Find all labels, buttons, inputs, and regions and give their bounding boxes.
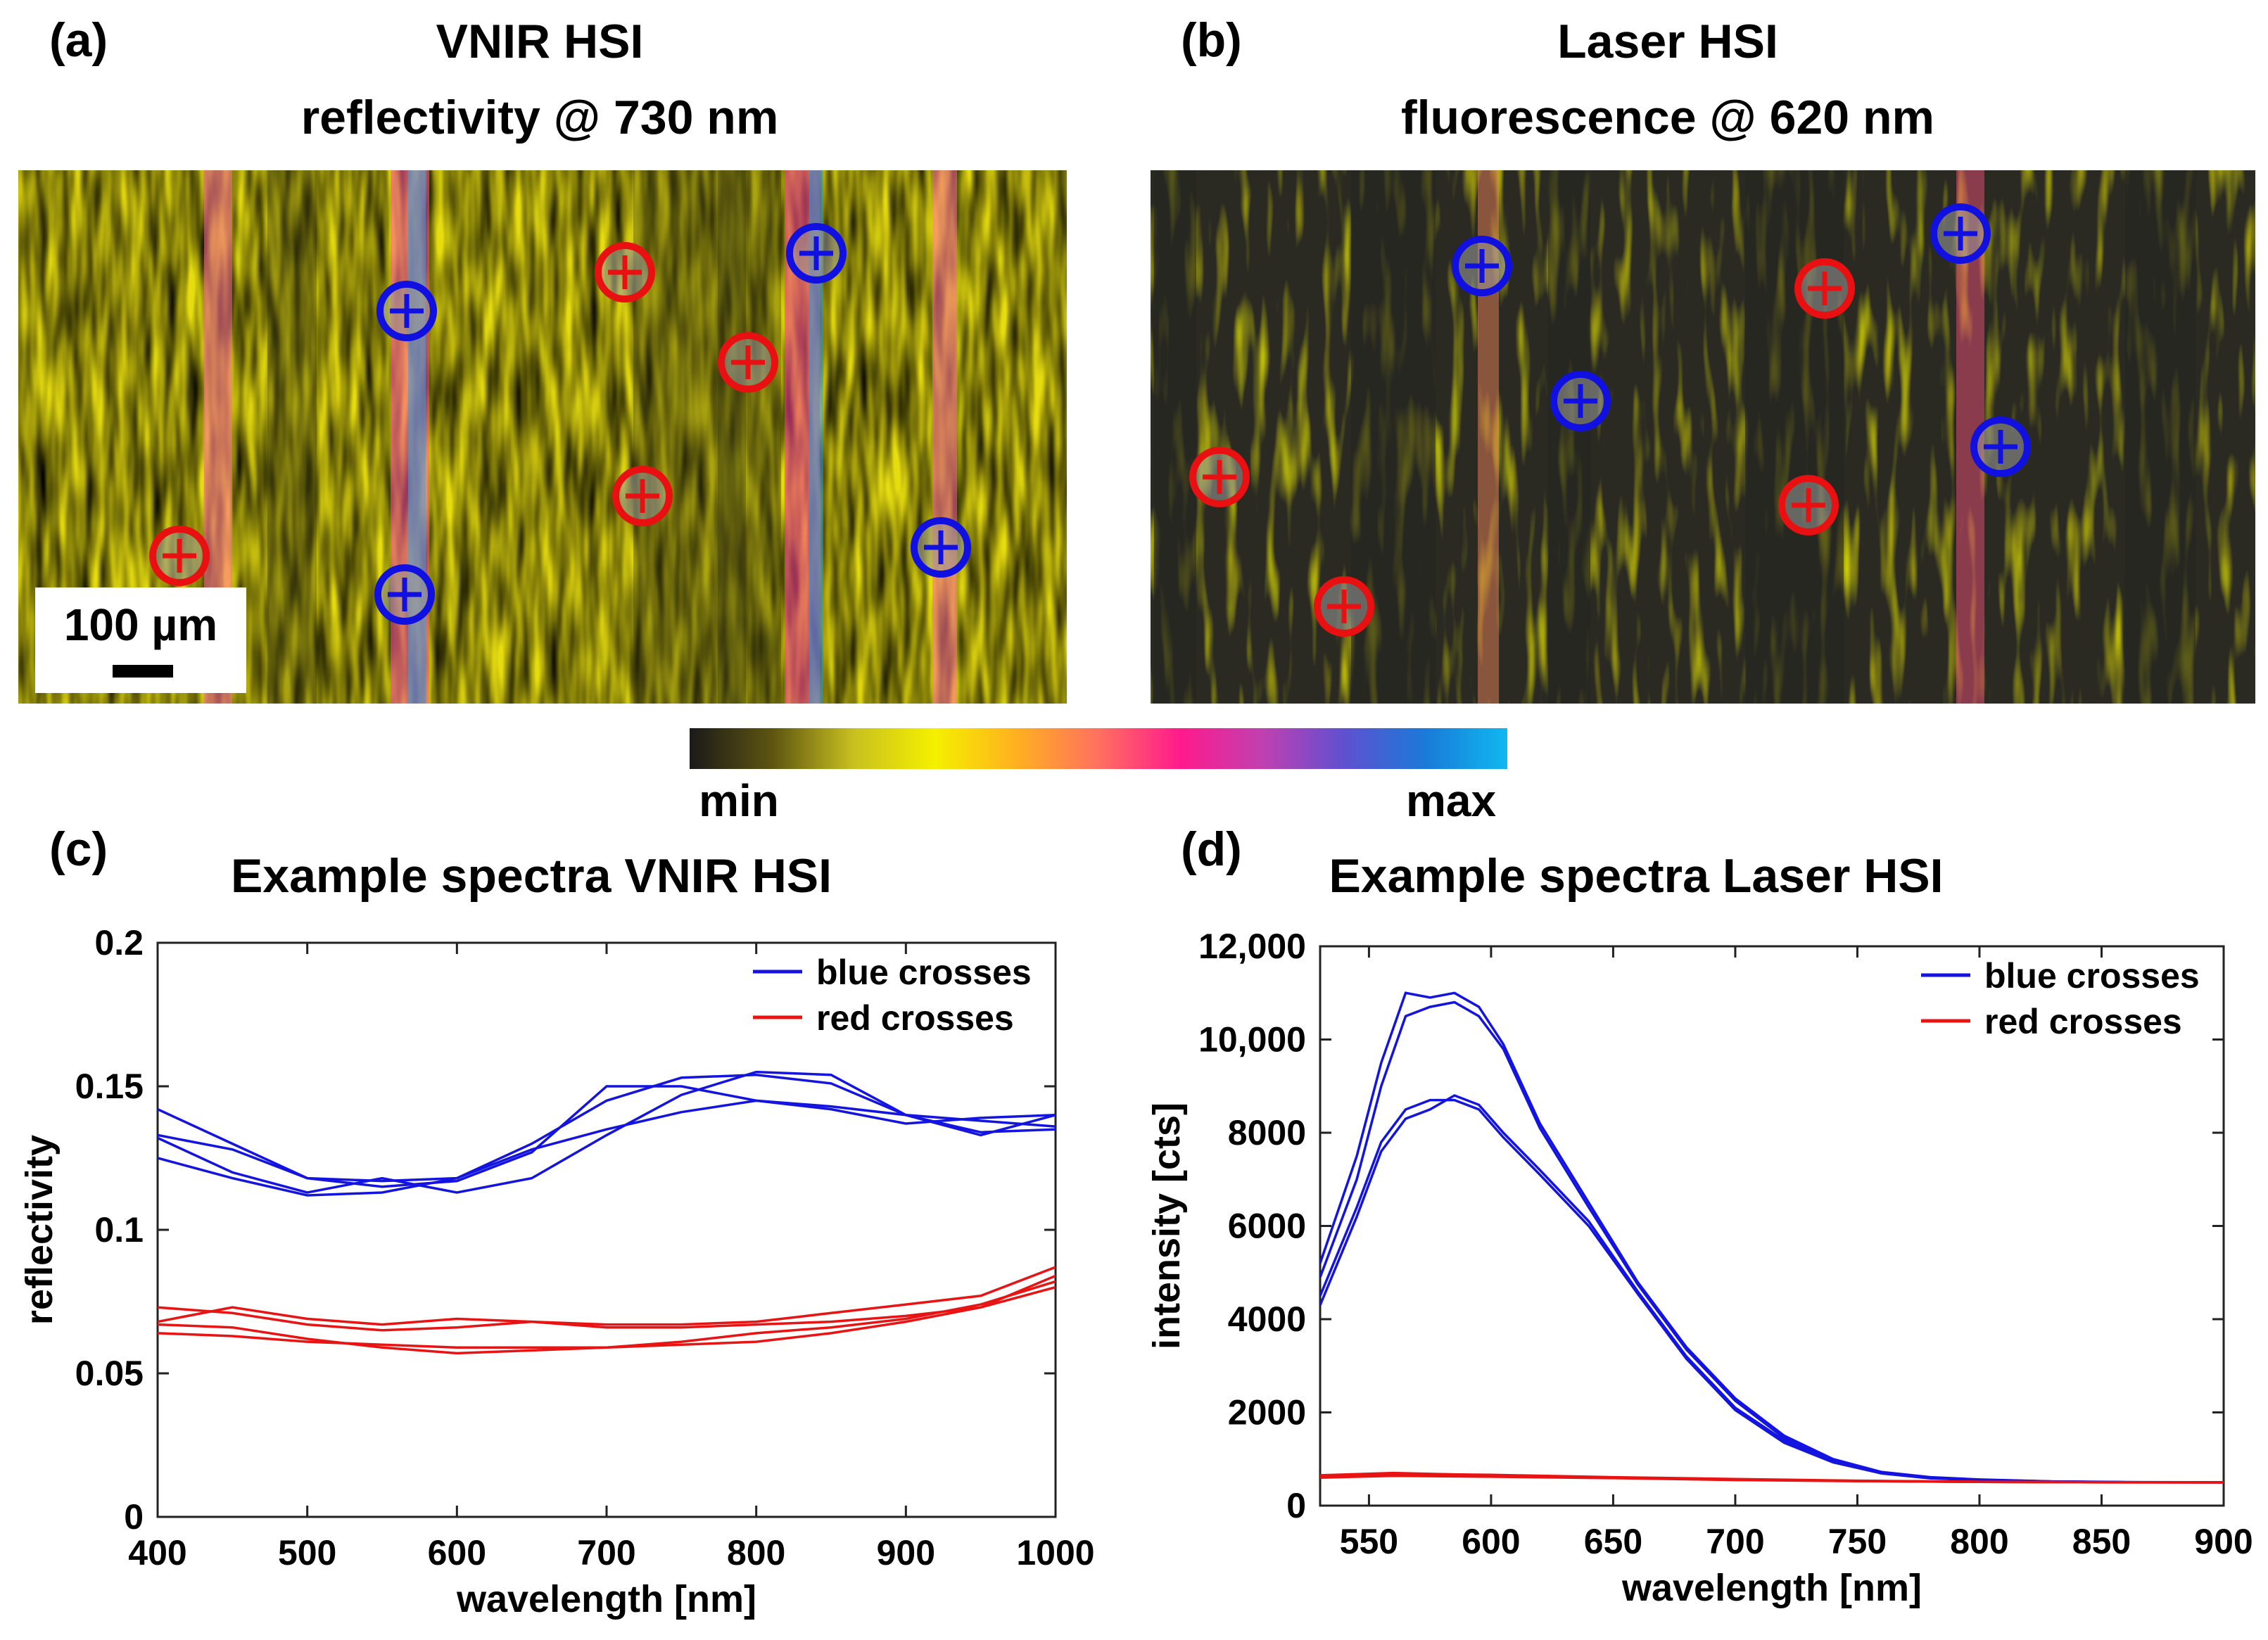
- y-tick-label: 0.2: [94, 923, 144, 962]
- x-tick-label: 550: [1340, 1522, 1398, 1561]
- heatmap-b: [1151, 170, 2255, 704]
- x-tick-label: 700: [577, 1533, 635, 1572]
- blue-cross-marker: [1452, 236, 1512, 296]
- blue-cross-marker: [911, 517, 971, 578]
- y-tick-label: 10,000: [1198, 1020, 1306, 1060]
- legend-label: blue crosses: [1984, 956, 2200, 996]
- heatmap-b-dark-band: [2125, 170, 2196, 704]
- y-tick-label: 0.05: [75, 1354, 144, 1393]
- y-tick-label: 4000: [1228, 1299, 1306, 1339]
- blue-cross-marker: [1550, 371, 1611, 431]
- y-tick-label: 6000: [1228, 1207, 1306, 1246]
- colorbar-gradient: [690, 728, 1507, 769]
- colorbar-max-label: max: [1406, 775, 1497, 826]
- red-cross-marker: [1794, 258, 1855, 319]
- colorbar: min max: [690, 728, 1507, 826]
- x-tick-label: 800: [1950, 1522, 2008, 1561]
- x-tick-label: 800: [727, 1533, 785, 1572]
- plot-area: [1319, 945, 2225, 1507]
- y-tick-label: 2000: [1228, 1393, 1306, 1432]
- y-axis-label: reflectivity: [18, 1135, 61, 1325]
- blue-cross-marker: [1930, 203, 1991, 264]
- blue-cross-marker: [1970, 417, 2031, 477]
- panel-c-label: (c): [49, 822, 108, 876]
- x-axis-label: wavelength [nm]: [1621, 1567, 1922, 1609]
- heatmap-b-dark-band: [1154, 170, 1196, 704]
- heatmap-a-band: [932, 170, 957, 704]
- y-tick-label: 12,000: [1198, 927, 1306, 966]
- scale-bar: 100 µm: [35, 587, 246, 693]
- heatmap-a-dark-band: [718, 170, 781, 704]
- y-tick-label: 0: [1286, 1486, 1306, 1525]
- legend-label: red crosses: [816, 998, 1014, 1038]
- red-cross-marker: [1314, 576, 1374, 637]
- x-tick-label: 850: [2072, 1522, 2131, 1561]
- panel-a-title-line2: reflectivity @ 730 nm: [301, 91, 779, 144]
- series-line: [1320, 1473, 2224, 1484]
- red-cross-marker: [718, 332, 778, 393]
- series-line: [158, 1274, 1056, 1329]
- y-tick-label: 0.15: [75, 1067, 144, 1106]
- y-tick-label: 8000: [1228, 1113, 1306, 1152]
- series-line: [158, 1070, 1056, 1194]
- panel-c-title: Example spectra VNIR HSI: [231, 849, 832, 903]
- red-cross-marker: [612, 466, 673, 526]
- red-cross-marker: [1189, 447, 1250, 507]
- series-line: [158, 1099, 1056, 1197]
- scale-bar-label: 100 µm: [64, 599, 217, 650]
- panel-a-title-line1: VNIR HSI: [436, 15, 644, 68]
- x-tick-label: 600: [1462, 1522, 1520, 1561]
- panel-b-title-line1: Laser HSI: [1557, 15, 1778, 68]
- panel-a-label: (a): [49, 13, 108, 67]
- x-tick-label: 500: [278, 1533, 336, 1572]
- series-line: [1320, 1098, 2224, 1484]
- series-line: [158, 1266, 1056, 1332]
- panel-b-title-line2: fluorescence @ 620 nm: [1401, 91, 1934, 144]
- panel-b: (b) Laser HSI fluorescence @ 620 nm: [1151, 13, 2255, 704]
- y-tick-label: 0.1: [94, 1210, 144, 1250]
- red-cross-marker: [1778, 475, 1839, 535]
- x-tick-label: 1000: [1016, 1533, 1094, 1572]
- x-tick-label: 900: [877, 1533, 935, 1572]
- x-tick-label: 900: [2194, 1522, 2253, 1561]
- panel-d: (d) Example spectra Laser HSI 550 600 650 7…: [1146, 822, 2253, 1609]
- panel-d-label: (d): [1181, 822, 1242, 876]
- panel-c: (c) Example spectra VNIR HSI 400 500 600 70…: [18, 822, 1095, 1620]
- legend: blue crosses red crosses: [753, 953, 1032, 1038]
- legend-label: blue crosses: [816, 953, 1032, 992]
- x-tick-label: 400: [128, 1533, 186, 1572]
- x-axis-label: wavelength [nm]: [456, 1578, 756, 1620]
- y-axis-label: intensity [cts]: [1146, 1102, 1188, 1349]
- x-tick-label: 700: [1706, 1522, 1764, 1561]
- panel-b-label: (b): [1181, 13, 1242, 67]
- red-cross-marker: [595, 242, 655, 303]
- blue-cross-marker: [376, 281, 437, 341]
- red-cross-marker: [149, 526, 210, 586]
- heatmap-b-dark-band: [1745, 170, 1844, 704]
- blue-cross-marker: [374, 564, 435, 625]
- x-tick-label: 650: [1584, 1522, 1642, 1561]
- legend-label: red crosses: [1984, 1002, 2182, 1041]
- heatmap-a-dark-band: [267, 170, 317, 704]
- panel-d-title: Example spectra Laser HSI: [1329, 849, 1943, 903]
- heatmap-a-band: [809, 170, 823, 704]
- panel-a: (a) VNIR HSI reflectivity @ 730 nm 100 µ…: [18, 13, 1067, 704]
- x-tick-label: 600: [428, 1533, 486, 1572]
- x-tick-label: 750: [1828, 1522, 1887, 1561]
- legend: blue crosses red crosses: [1921, 956, 2200, 1041]
- plot-area: [156, 941, 1057, 1518]
- y-tick-label: 0: [124, 1497, 144, 1537]
- series-line: [158, 1280, 1056, 1355]
- blue-cross-marker: [786, 223, 847, 284]
- heatmap-b-dark-band: [1548, 170, 1590, 704]
- colorbar-min-label: min: [699, 775, 779, 826]
